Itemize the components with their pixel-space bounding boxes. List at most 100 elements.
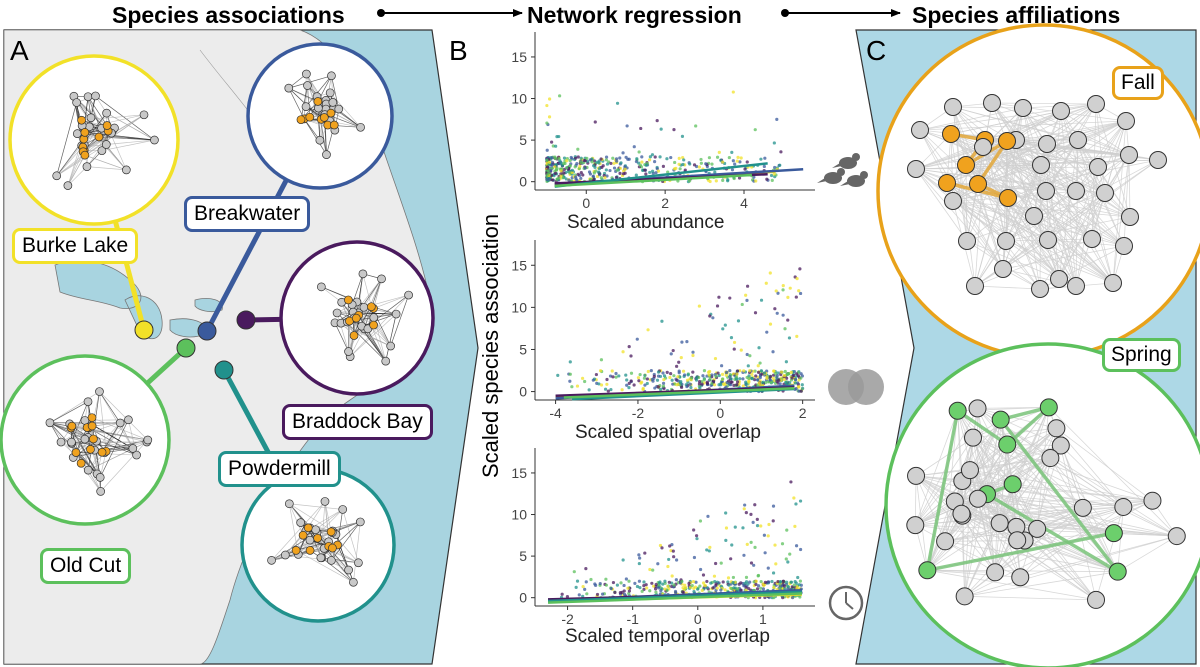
y-tick-label: 10 (511, 299, 527, 315)
network-node (95, 473, 105, 482)
network-node (355, 517, 365, 527)
network-node-highlight (80, 128, 90, 137)
species-node (1067, 277, 1085, 295)
network-node (328, 98, 338, 107)
network-node (338, 505, 348, 514)
birds-icon (817, 153, 868, 187)
x-tick-label: 0 (582, 195, 590, 211)
x-axis-title-temporal: Scaled temporal overlap (565, 626, 770, 647)
network-node (381, 356, 391, 366)
network-node (52, 171, 62, 181)
y-tick-label: 0 (519, 174, 527, 190)
header-regression: Network regression (527, 2, 742, 28)
network-node-highlight (77, 115, 86, 125)
network-node (322, 150, 331, 159)
network-node (354, 558, 363, 568)
species-node-affiliated (998, 435, 1017, 454)
network-node (95, 387, 104, 396)
scatter-points (556, 267, 805, 394)
network-node-highlight (80, 150, 90, 160)
species-node (944, 192, 962, 210)
species-node-affiliated (942, 125, 960, 143)
species-node (1014, 99, 1032, 117)
network-node-highlight (71, 448, 81, 457)
network-node (80, 434, 90, 444)
network-node (326, 556, 336, 565)
x-tick-label: 4 (740, 195, 748, 211)
network-node-highlight (87, 421, 97, 431)
species-node (1025, 207, 1043, 225)
affiliation-edge (926, 531, 1115, 572)
network-node (334, 104, 344, 114)
network-node-highlight (313, 97, 323, 106)
species-node-affiliated (1104, 524, 1123, 543)
network-node (97, 146, 107, 156)
affiliation-edge (986, 492, 1119, 574)
network-node (267, 556, 276, 565)
species-node (1114, 497, 1133, 516)
network-node (369, 313, 379, 322)
regression-line (547, 592, 803, 604)
species-node (1050, 270, 1068, 288)
network-node (302, 69, 311, 79)
network-node (296, 518, 305, 527)
overlap-icon (828, 369, 884, 405)
species-node-affiliated (1108, 562, 1127, 581)
season-networks (876, 23, 1200, 667)
site-location-marker (214, 360, 234, 380)
network-node-highlight (326, 108, 336, 118)
header-associations: Species associations (112, 2, 345, 28)
network-node (404, 290, 413, 300)
affiliation-edge (1006, 406, 1050, 446)
y-tick-label: 5 (519, 132, 527, 148)
x-axis-title-abundance: Scaled abundance (567, 212, 725, 233)
network-node (67, 437, 76, 447)
network-node (325, 88, 335, 98)
x-tick-label: -2 (632, 405, 645, 421)
species-node (1087, 95, 1105, 113)
species-node (960, 461, 979, 480)
species-node (1073, 498, 1092, 517)
network-node-highlight (296, 115, 306, 125)
network-node-highlight (367, 302, 376, 312)
y-tick-label: 0 (519, 590, 527, 606)
network-node (315, 135, 325, 145)
species-node (1011, 568, 1030, 587)
network-node (56, 437, 66, 447)
network-node (115, 418, 125, 428)
network-node-highlight (298, 530, 308, 540)
species-node (1052, 102, 1070, 120)
chart-3: 0 5 10 15 -2 -1 0 1 (511, 448, 815, 627)
x-tick-label: 1 (759, 611, 767, 627)
x-tick-label: 2 (661, 195, 669, 211)
site-label-burke-lake: Burke Lake (12, 228, 139, 264)
network-node-highlight (305, 112, 315, 122)
y-tick-label: 10 (511, 91, 527, 107)
species-node (1069, 131, 1087, 149)
network-node (128, 444, 138, 453)
species-node (952, 504, 971, 523)
network-node (327, 71, 336, 81)
network-node (317, 282, 326, 292)
y-tick-label: 0 (519, 384, 527, 400)
site-networks (0, 42, 435, 623)
season-label-spring: Spring (1102, 338, 1181, 372)
species-node (1032, 156, 1050, 174)
x-tick-label: 0 (716, 405, 724, 421)
species-node-affiliated (1003, 475, 1022, 494)
species-node (1096, 184, 1114, 202)
network-node-highlight (313, 533, 322, 543)
species-node (911, 121, 929, 139)
y-tick-label: 15 (511, 465, 527, 481)
species-node (907, 160, 925, 178)
network-node (284, 499, 294, 509)
network-node (284, 83, 294, 93)
network-node (305, 535, 315, 545)
chart-1: 0 5 10 15 0 2 4 (511, 32, 815, 211)
species-node (997, 232, 1015, 250)
affiliation-edge (999, 418, 1120, 573)
network-node (316, 553, 326, 563)
network-node-highlight (351, 313, 361, 323)
network-node-highlight (291, 546, 301, 555)
